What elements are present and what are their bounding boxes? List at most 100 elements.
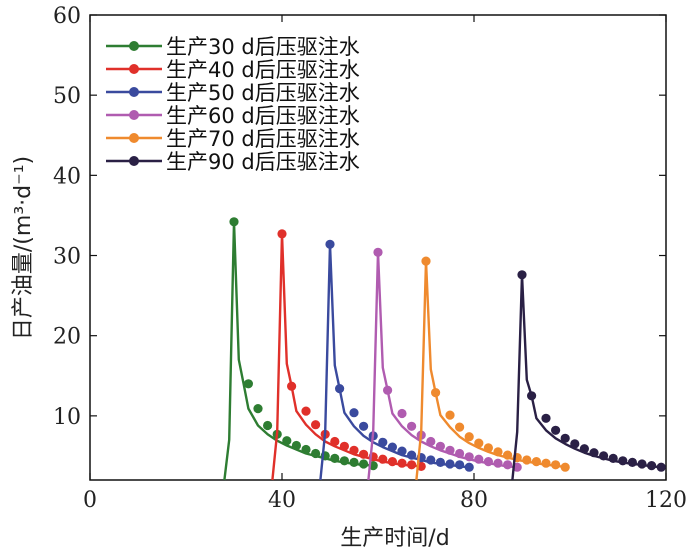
data-point: [282, 436, 292, 446]
data-point: [407, 460, 417, 470]
data-point: [387, 442, 397, 452]
data-point: [560, 433, 570, 443]
data-point: [579, 444, 590, 454]
data-point: [589, 448, 599, 458]
series-2: [319, 239, 474, 481]
y-tick-label: 50: [53, 84, 81, 109]
data-point: [445, 445, 455, 455]
data-point: [474, 438, 484, 448]
legend-label: 生产30 d后压驱注水: [166, 35, 360, 59]
legend-marker: [129, 110, 139, 120]
data-point: [359, 459, 369, 469]
data-point: [291, 440, 301, 451]
legend-item: 生产40 d后压驱注水: [106, 58, 360, 82]
data-point: [397, 458, 407, 468]
data-point: [373, 247, 383, 257]
data-point: [311, 448, 321, 459]
y-tick-label: 60: [53, 4, 81, 29]
data-point: [426, 436, 436, 447]
data-point: [656, 462, 666, 472]
data-point: [455, 460, 465, 470]
x-tick-label: 120: [645, 488, 687, 513]
legend-item: 生产50 d后压驱注水: [106, 81, 360, 105]
data-point: [627, 457, 638, 467]
data-point: [339, 456, 349, 466]
y-tick-label: 30: [53, 245, 81, 270]
series-0: [223, 217, 378, 481]
legend-item: 生产30 d后压驱注水: [106, 35, 360, 59]
data-point: [253, 404, 263, 414]
data-point: [464, 432, 474, 442]
data-point: [445, 459, 455, 469]
series-1: [271, 229, 426, 481]
y-tick-label: 10: [53, 405, 81, 430]
data-point: [359, 449, 369, 459]
data-point: [618, 456, 628, 466]
legend-item: 生产90 d后压驱注水: [106, 150, 360, 174]
x-tick-label: 80: [460, 488, 488, 513]
data-point: [483, 443, 493, 453]
x-tick-label: 40: [268, 488, 296, 513]
data-point: [541, 413, 551, 423]
y-axis-title: 日产油量/(m³·d⁻¹): [11, 156, 36, 340]
data-point: [421, 256, 431, 266]
y-tick-label: 20: [53, 325, 81, 350]
data-point: [349, 457, 359, 467]
data-point: [325, 239, 335, 249]
series-4: [415, 256, 570, 481]
data-point: [551, 425, 561, 435]
data-point: [464, 462, 474, 472]
data-point: [263, 420, 273, 431]
data-point: [407, 450, 417, 460]
data-point: [349, 408, 359, 418]
data-point: [517, 270, 527, 280]
data-point: [503, 460, 513, 470]
series-layer: [223, 217, 666, 481]
legend-label: 生产90 d后压驱注水: [166, 150, 360, 174]
data-point: [435, 457, 445, 467]
data-point: [243, 379, 253, 389]
data-point: [637, 459, 647, 469]
tick-labels: 0 40 80 120 10 20 30 40 50 60: [53, 4, 687, 513]
legend-marker: [129, 64, 139, 74]
series-line: [223, 220, 374, 481]
legend-label: 生产60 d后压驱注水: [166, 104, 360, 128]
data-point: [330, 436, 340, 447]
legend-marker: [129, 133, 139, 143]
data-point: [435, 441, 445, 451]
data-point: [455, 448, 465, 459]
legend-marker: [129, 87, 139, 97]
data-point: [383, 385, 393, 395]
series-3: [367, 247, 522, 481]
data-point: [387, 457, 397, 467]
data-point: [397, 446, 407, 456]
data-point: [445, 410, 455, 420]
data-point: [339, 441, 349, 451]
data-point: [335, 384, 345, 394]
data-point: [522, 455, 532, 465]
data-point: [311, 420, 321, 430]
legend-label: 生产40 d后压驱注水: [166, 58, 360, 82]
data-point: [330, 453, 340, 463]
data-point: [397, 408, 407, 419]
data-point: [570, 439, 580, 449]
data-point: [407, 421, 417, 431]
data-point: [599, 451, 609, 461]
data-point: [301, 444, 311, 455]
legend-item: 生产60 d后压驱注水: [106, 104, 360, 128]
data-point: [349, 445, 359, 455]
data-point: [503, 450, 513, 460]
data-point: [560, 462, 570, 472]
x-axis-title: 生产时间/d: [340, 526, 449, 551]
legend-marker: [129, 41, 139, 51]
data-point: [483, 457, 493, 467]
data-point: [431, 388, 441, 398]
data-point: [455, 422, 465, 432]
data-point: [378, 454, 388, 464]
legend-item: 生产70 d后压驱注水: [106, 127, 360, 151]
data-point: [474, 454, 484, 464]
data-point: [464, 452, 474, 462]
tick-marks: [89, 14, 667, 480]
